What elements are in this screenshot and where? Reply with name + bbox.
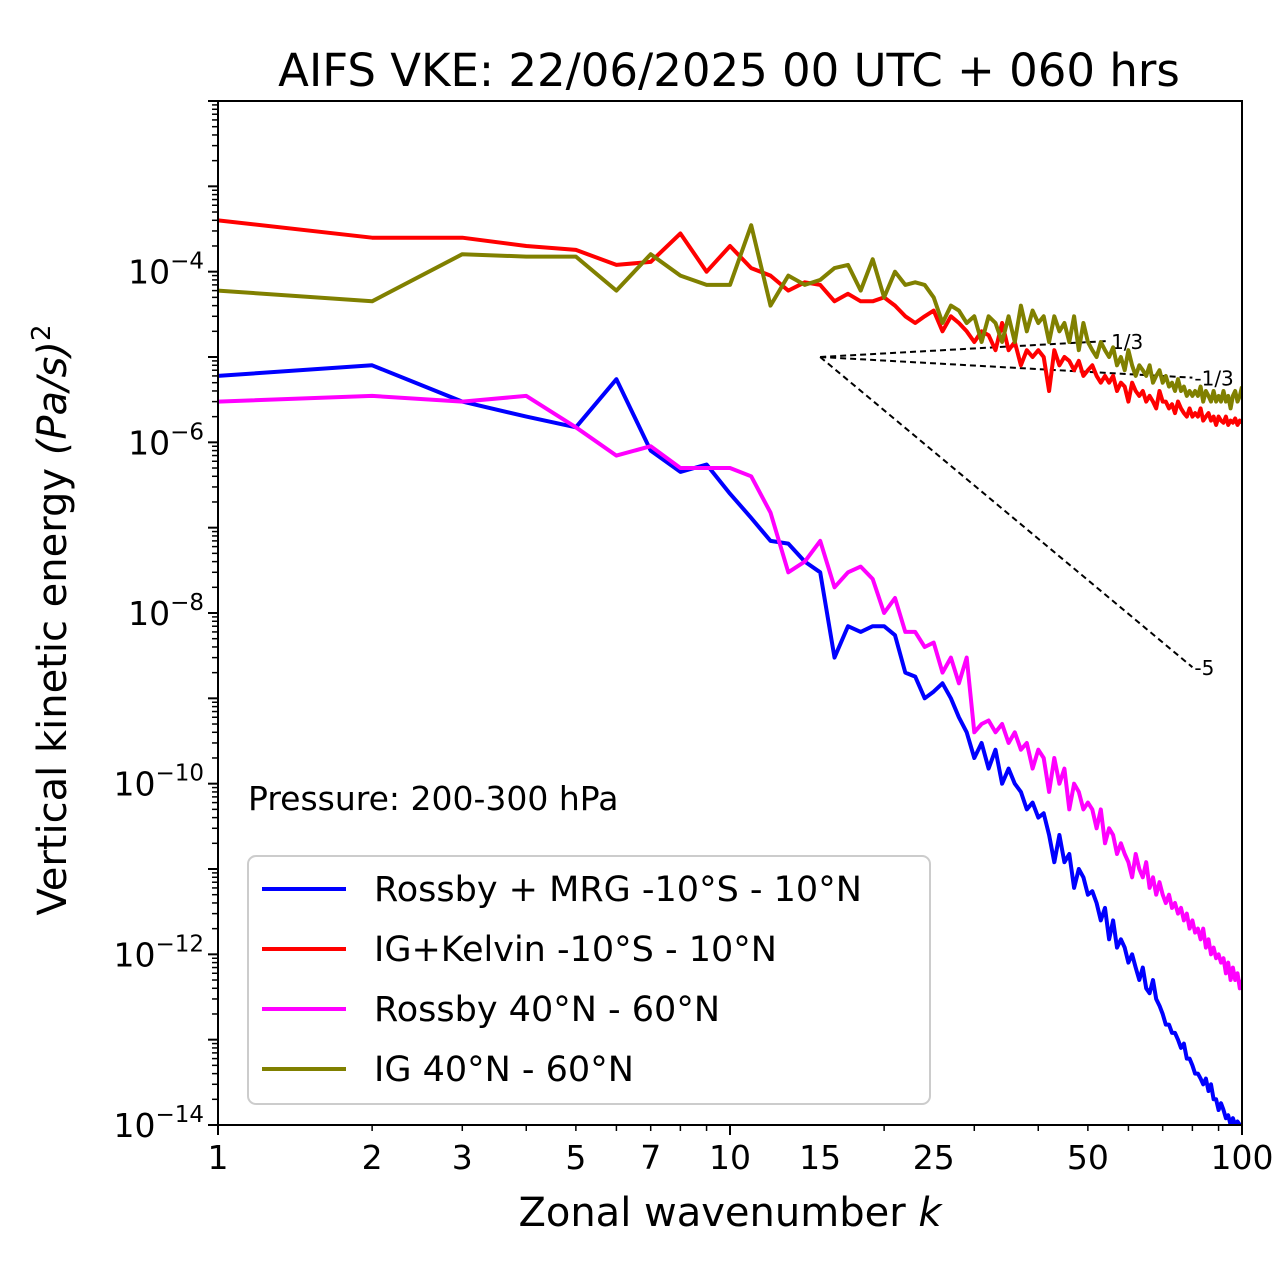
legend-label: Rossby 40°N - 60°N xyxy=(374,990,720,1030)
reference-slope-line xyxy=(820,356,1193,379)
y-tick-label: 10−8 xyxy=(128,590,204,633)
x-tick-label: 50 xyxy=(1067,1138,1109,1177)
reference-slope-line xyxy=(820,339,1110,358)
x-tick-label: 3 xyxy=(452,1138,473,1177)
series-line xyxy=(218,223,1242,411)
x-tick-label: 100 xyxy=(1211,1138,1274,1177)
legend-label: IG+Kelvin -10°S - 10°N xyxy=(374,930,777,970)
y-tick-label: 10−6 xyxy=(128,419,204,462)
y-axis-title: Vertical kinetic energy (Pa/s)2 xyxy=(27,325,76,916)
y-tick-label: 10−4 xyxy=(128,249,204,292)
y-tick-label: 10−10 xyxy=(113,761,204,804)
y-axis-label: Vertical kinetic energy xyxy=(30,468,76,916)
x-tick-label: 7 xyxy=(640,1138,661,1177)
y-tick-label: 10−12 xyxy=(113,931,204,974)
legend: Rossby + MRG -10°S - 10°N IG+Kelvin -10°S… xyxy=(247,855,931,1105)
x-axis-label: Zonal wavenumber xyxy=(518,1190,906,1236)
x-tick-label: 15 xyxy=(799,1138,841,1177)
x-tick-label: 25 xyxy=(913,1138,955,1177)
legend-label: IG 40°N - 60°N xyxy=(374,1050,634,1090)
pressure-annotation: Pressure: 200-300 hPa xyxy=(248,779,618,818)
legend-label: Rossby + MRG -10°S - 10°N xyxy=(374,870,862,910)
series-lines xyxy=(218,218,1242,1125)
series-line xyxy=(218,393,1242,991)
x-tick-label: 10 xyxy=(709,1138,751,1177)
x-tick-label: 1 xyxy=(208,1138,229,1177)
chart-title: AIFS VKE: 22/06/2025 00 UTC + 060 hrs xyxy=(278,44,1180,97)
series-line xyxy=(218,218,1242,427)
x-axis-title: Zonal wavenumber k xyxy=(518,1190,943,1236)
legend-box xyxy=(247,855,931,1105)
x-axis: 1 2 3 5 7 10 15 25 50 100 xyxy=(208,1125,1274,1177)
x-axis-variable: k xyxy=(918,1190,943,1236)
y-axis-exponent: 2 xyxy=(27,325,57,342)
y-tick-label: 10−14 xyxy=(113,1102,204,1145)
x-tick-label: 2 xyxy=(362,1138,383,1177)
x-tick-label: 5 xyxy=(565,1138,586,1177)
y-axis-unit: (Pa/s) xyxy=(30,341,76,455)
series-line xyxy=(218,363,1242,1125)
y-axis: 10−14 10−12 10−10 10−8 10−6 10−4 xyxy=(113,100,218,1145)
reference-slope-line xyxy=(819,356,1194,668)
reference-slope-label: -5 xyxy=(1194,656,1214,680)
